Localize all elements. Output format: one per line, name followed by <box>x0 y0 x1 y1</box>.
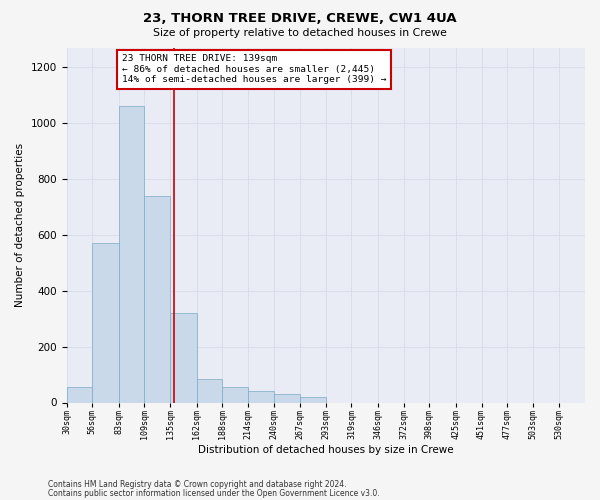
Bar <box>197 378 222 402</box>
Bar <box>92 243 119 402</box>
Text: 23 THORN TREE DRIVE: 139sqm
← 86% of detached houses are smaller (2,445)
14% of : 23 THORN TREE DRIVE: 139sqm ← 86% of det… <box>122 54 386 84</box>
Bar <box>248 392 274 402</box>
Text: Contains public sector information licensed under the Open Government Licence v3: Contains public sector information licen… <box>48 488 380 498</box>
Bar <box>67 387 92 402</box>
Bar <box>145 196 170 402</box>
Text: Size of property relative to detached houses in Crewe: Size of property relative to detached ho… <box>153 28 447 38</box>
Bar <box>274 394 300 402</box>
Text: Contains HM Land Registry data © Crown copyright and database right 2024.: Contains HM Land Registry data © Crown c… <box>48 480 347 489</box>
Bar <box>119 106 145 403</box>
Y-axis label: Number of detached properties: Number of detached properties <box>15 143 25 307</box>
Bar <box>222 387 248 402</box>
Text: 23, THORN TREE DRIVE, CREWE, CW1 4UA: 23, THORN TREE DRIVE, CREWE, CW1 4UA <box>143 12 457 26</box>
X-axis label: Distribution of detached houses by size in Crewe: Distribution of detached houses by size … <box>198 445 454 455</box>
Bar <box>170 313 197 402</box>
Bar <box>300 397 326 402</box>
